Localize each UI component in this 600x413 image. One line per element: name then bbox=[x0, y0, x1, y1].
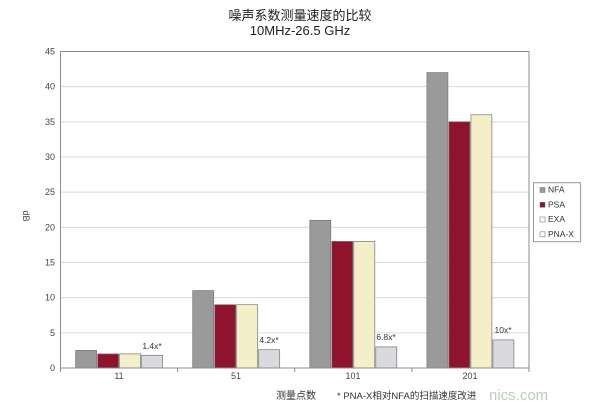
svg-text:45: 45 bbox=[45, 47, 55, 57]
svg-text:PSA: PSA bbox=[548, 200, 565, 210]
svg-text:4.2x*: 4.2x* bbox=[259, 335, 279, 345]
svg-text:15: 15 bbox=[45, 258, 55, 268]
svg-text:测量点数: 测量点数 bbox=[276, 389, 316, 402]
svg-text:nics.com: nics.com bbox=[489, 387, 548, 404]
svg-text:25: 25 bbox=[45, 187, 55, 197]
svg-text:10: 10 bbox=[45, 293, 55, 303]
svg-text:40: 40 bbox=[45, 82, 55, 92]
svg-text:NFA: NFA bbox=[548, 185, 565, 195]
svg-text:5: 5 bbox=[50, 328, 55, 338]
svg-text:201: 201 bbox=[462, 371, 477, 381]
svg-text:30: 30 bbox=[45, 152, 55, 162]
svg-text:1.4x*: 1.4x* bbox=[142, 341, 162, 351]
svg-text:35: 35 bbox=[45, 117, 55, 127]
svg-text:20: 20 bbox=[45, 222, 55, 232]
svg-text:dB: dB bbox=[21, 210, 31, 221]
svg-text:6.8x*: 6.8x* bbox=[376, 332, 396, 342]
svg-text:EXA: EXA bbox=[548, 214, 565, 224]
svg-text:51: 51 bbox=[231, 371, 241, 381]
svg-text:101: 101 bbox=[345, 371, 360, 381]
svg-text:0: 0 bbox=[50, 363, 55, 373]
svg-text:* PNA-X相对NFA的扫描速度改进: * PNA-X相对NFA的扫描速度改进 bbox=[337, 390, 477, 402]
svg-text:PNA-X: PNA-X bbox=[548, 229, 574, 239]
svg-text:11: 11 bbox=[114, 371, 123, 381]
svg-text:10x*: 10x* bbox=[494, 325, 512, 335]
